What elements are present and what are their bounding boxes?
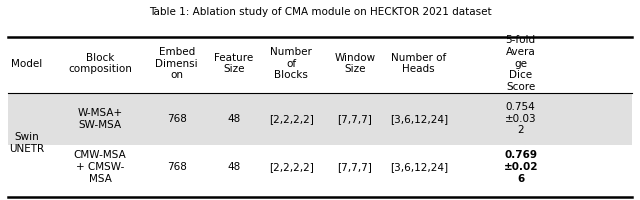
Text: Feature
Size: Feature Size (214, 53, 253, 74)
Bar (8, 93, 632, 145)
Text: 48: 48 (227, 162, 241, 172)
Text: [3,6,12,24]: [3,6,12,24] (390, 114, 448, 124)
Text: [2,2,2,2]: [2,2,2,2] (269, 162, 314, 172)
Text: Embed
Dimensi
on: Embed Dimensi on (156, 47, 198, 80)
Text: CMW-MSA
+ CMSW-
MSA: CMW-MSA + CMSW- MSA (74, 150, 127, 184)
Text: Model: Model (12, 59, 42, 69)
Text: Swin
UNETR: Swin UNETR (10, 132, 44, 154)
Text: 768: 768 (166, 114, 187, 124)
Text: 5-fold
Avera
ge
Dice
Score: 5-fold Avera ge Dice Score (506, 35, 536, 92)
Text: Window
Size: Window Size (335, 53, 376, 74)
Text: 48: 48 (227, 114, 241, 124)
Text: Table 1: Ablation study of CMA module on HECKTOR 2021 dataset: Table 1: Ablation study of CMA module on… (148, 7, 492, 17)
Text: [7,7,7]: [7,7,7] (338, 162, 372, 172)
Text: 768: 768 (166, 162, 187, 172)
Text: 0.769
±0.02
6: 0.769 ±0.02 6 (504, 150, 538, 184)
Text: Number
of
Blocks: Number of Blocks (270, 47, 312, 80)
Text: [3,6,12,24]: [3,6,12,24] (390, 162, 448, 172)
Text: 0.754
±0.03
2: 0.754 ±0.03 2 (505, 102, 536, 135)
Text: W-MSA+
SW-MSA: W-MSA+ SW-MSA (77, 108, 123, 130)
Text: [7,7,7]: [7,7,7] (338, 114, 372, 124)
Text: Number of
Heads: Number of Heads (391, 53, 446, 74)
Text: [2,2,2,2]: [2,2,2,2] (269, 114, 314, 124)
Text: Block
composition: Block composition (68, 53, 132, 74)
